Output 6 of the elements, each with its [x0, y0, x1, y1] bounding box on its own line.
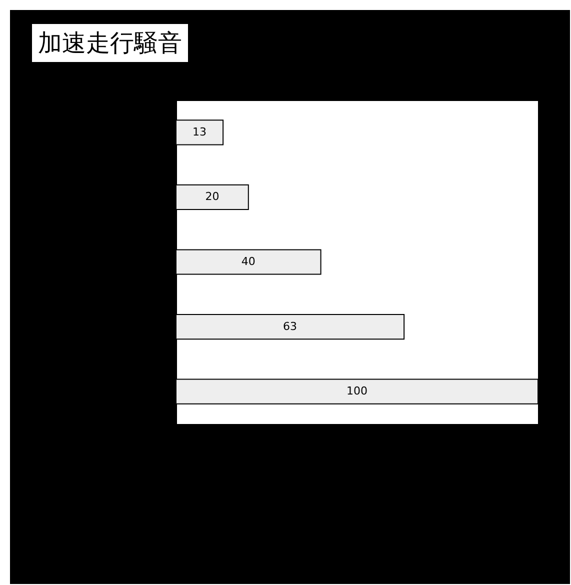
data-label: 63: [283, 320, 298, 333]
data-label: 20: [205, 190, 220, 204]
data-label: 100: [346, 384, 368, 398]
chart-title: 加速走行騒音: [32, 24, 188, 62]
data-label: 40: [241, 255, 256, 268]
data-label: 13: [192, 125, 207, 138]
